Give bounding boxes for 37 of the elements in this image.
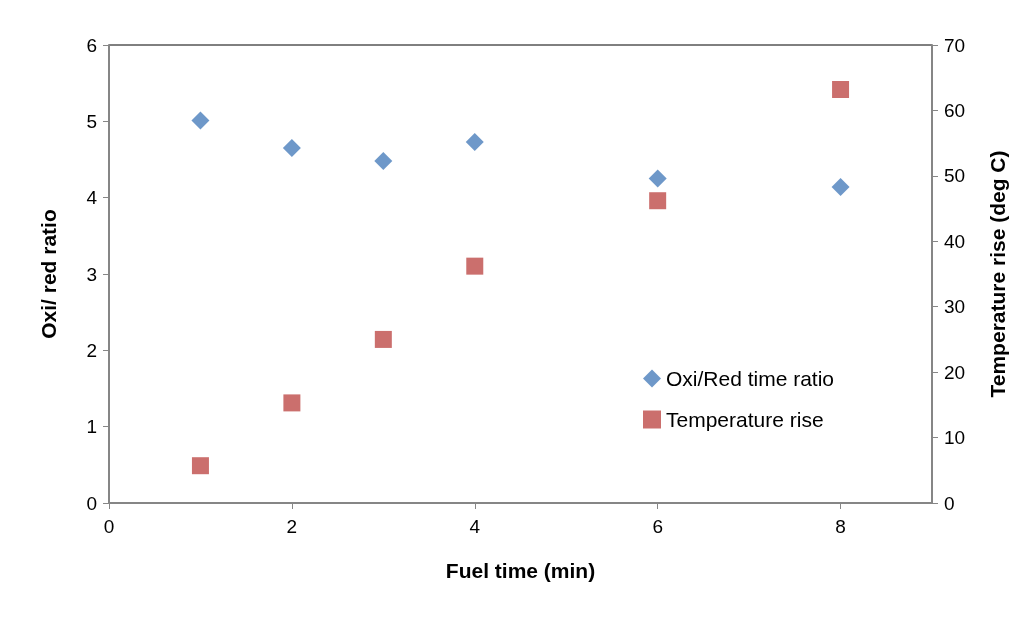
y-tick-label: 0 xyxy=(86,492,97,514)
y2-tick-label: 30 xyxy=(944,296,966,318)
point xyxy=(649,192,667,210)
point xyxy=(283,394,301,412)
point xyxy=(282,139,301,158)
y2-tick-label: 50 xyxy=(944,165,966,187)
y-tick-label: 5 xyxy=(86,110,97,132)
point xyxy=(465,132,484,151)
point xyxy=(832,80,850,98)
x-tick-label: 8 xyxy=(835,516,846,537)
y2-tick-label: 70 xyxy=(944,34,966,56)
y2-tick-label: 40 xyxy=(944,230,966,252)
x-tick-label: 6 xyxy=(652,516,663,537)
y-tick-label: 2 xyxy=(86,339,97,361)
x-tick-label: 2 xyxy=(286,516,298,537)
y-tick-label: 1 xyxy=(86,416,97,438)
y-tick-label: 4 xyxy=(86,187,98,209)
x-tick-label: 0 xyxy=(103,516,115,537)
point xyxy=(191,111,210,130)
y2-tick-label: 0 xyxy=(944,492,955,514)
point xyxy=(831,177,850,196)
x-axis-title: Fuel time (min) xyxy=(445,559,596,582)
y-tick-label: 6 xyxy=(86,34,97,56)
point xyxy=(191,457,209,475)
point xyxy=(648,169,667,188)
point xyxy=(374,330,392,348)
y2-axis-title: Temperature rise (deg C) xyxy=(986,150,1009,398)
x-tick-label: 4 xyxy=(469,516,481,537)
legend-label: Oxi/Red time ratio xyxy=(666,367,835,390)
point xyxy=(374,152,393,171)
y-axis-title: Oxi/ red ratio xyxy=(37,209,60,339)
legend-label: Temperature rise xyxy=(666,408,824,431)
y2-tick-label: 60 xyxy=(944,99,966,121)
y2-tick-label: 10 xyxy=(944,427,966,449)
y2-tick-label: 20 xyxy=(944,361,966,383)
point xyxy=(466,257,484,275)
y-tick-label: 3 xyxy=(86,263,97,285)
